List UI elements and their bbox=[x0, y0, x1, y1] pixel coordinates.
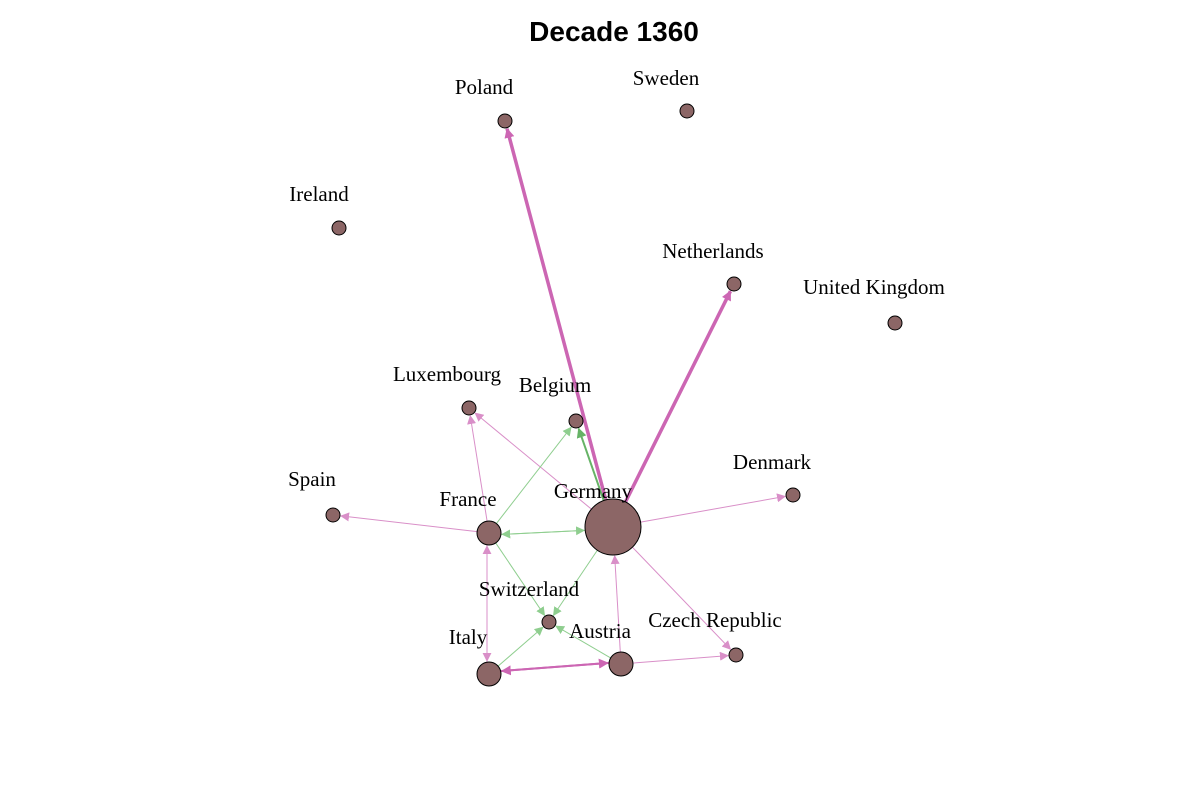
node-label-ireland: Ireland bbox=[289, 182, 349, 206]
node-france bbox=[476, 520, 502, 546]
edge-austria-to-germany bbox=[610, 555, 621, 653]
node-label-denmark: Denmark bbox=[733, 450, 812, 474]
node-switzerland bbox=[541, 614, 557, 630]
node-ireland bbox=[331, 220, 347, 236]
edge-germany-to-luxembourg bbox=[474, 412, 592, 510]
edge-france-to-belgium bbox=[495, 426, 572, 524]
node-austria bbox=[608, 651, 634, 677]
edge-austria-to-italy bbox=[500, 661, 609, 676]
edge-germany-to-czech bbox=[632, 546, 732, 650]
node-label-austria: Austria bbox=[569, 619, 632, 643]
node-netherlands bbox=[726, 276, 742, 292]
node-label-france: France bbox=[439, 487, 496, 511]
node-label-switzerland: Switzerland bbox=[479, 577, 580, 601]
node-label-luxembourg: Luxembourg bbox=[393, 362, 502, 386]
node-denmark bbox=[785, 487, 801, 503]
node-belgium bbox=[568, 413, 584, 429]
node-label-uk: United Kingdom bbox=[803, 275, 945, 299]
node-luxembourg bbox=[461, 400, 477, 416]
edge-austria-to-switzerland bbox=[555, 625, 611, 659]
node-sweden bbox=[679, 103, 695, 119]
node-italy bbox=[476, 661, 502, 687]
node-uk bbox=[887, 315, 903, 331]
edge-france-to-switzerland bbox=[495, 542, 546, 617]
node-label-belgium: Belgium bbox=[519, 373, 591, 397]
node-spain bbox=[325, 507, 341, 523]
node-germany bbox=[584, 498, 642, 556]
edge-germany-to-switzerland bbox=[552, 549, 598, 617]
node-label-italy: Italy bbox=[449, 625, 488, 649]
node-czech bbox=[728, 647, 744, 663]
edge-germany-to-poland bbox=[504, 127, 608, 501]
edge-austria-to-czech bbox=[632, 651, 729, 664]
edge-germany-to-belgium bbox=[576, 427, 605, 501]
nodes-layer bbox=[325, 103, 903, 687]
chart-title: Decade 1360 bbox=[529, 16, 699, 47]
edge-france-to-germany bbox=[501, 526, 586, 536]
edge-france-to-luxembourg bbox=[467, 415, 488, 522]
labels-layer: Germany Poland Sweden Ireland Netherlands Uni… bbox=[288, 66, 945, 649]
node-label-spain: Spain bbox=[288, 467, 336, 491]
node-label-poland: Poland bbox=[455, 75, 514, 99]
edge-france-to-spain bbox=[340, 512, 478, 533]
node-label-sweden: Sweden bbox=[633, 66, 700, 90]
edge-germany-to-netherlands bbox=[623, 290, 733, 503]
node-label-czech: Czech Republic bbox=[648, 608, 782, 632]
node-label-netherlands: Netherlands bbox=[662, 239, 763, 263]
edge-germany-to-denmark bbox=[640, 493, 787, 523]
edge-italy-to-switzerland bbox=[497, 626, 544, 667]
edges-layer bbox=[340, 127, 787, 676]
node-poland bbox=[497, 113, 513, 129]
node-label-germany: Germany bbox=[554, 479, 633, 503]
